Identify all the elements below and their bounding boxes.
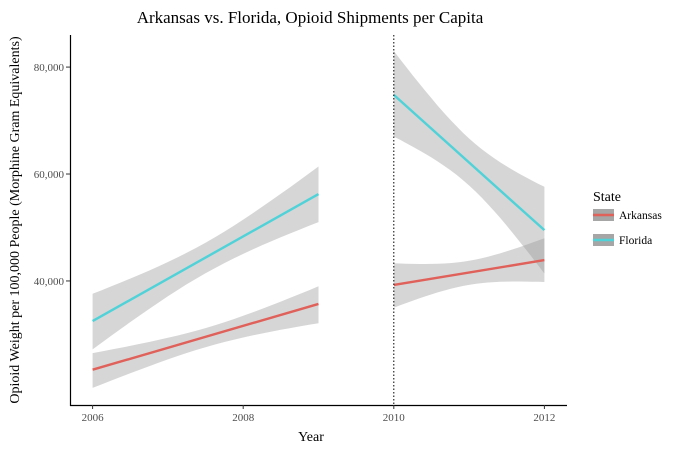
chart-title: Arkansas vs. Florida, Opioid Shipments p… — [137, 8, 484, 27]
trend-line-florida-1 — [92, 193, 320, 323]
confidence-bands — [92, 51, 545, 388]
y-ticks: 40,000 60,000 80,000 — [34, 62, 70, 288]
x-tick-label: 2008 — [232, 412, 255, 424]
y-tick-label: 60,000 — [34, 169, 65, 181]
x-tick-label: 2010 — [383, 412, 406, 424]
trend-line-arkansas-1 — [92, 302, 319, 371]
legend-title: State — [593, 190, 621, 205]
y-tick-label: 40,000 — [34, 276, 65, 288]
series-lines — [92, 93, 546, 371]
y-axis-label: Opioid Weight per 100,000 People (Morphi… — [8, 36, 23, 404]
x-tick-label: 2006 — [82, 412, 105, 424]
trend-line-florida-2 — [393, 93, 546, 232]
legend-label-florida: Florida — [619, 235, 652, 247]
trend-line-arkansas-2 — [393, 258, 545, 287]
x-axis-label: Year — [298, 430, 324, 445]
x-tick-label: 2012 — [533, 412, 555, 424]
x-ticks: 2006 2008 2010 2012 — [82, 405, 555, 424]
legend: State Arkansas Florida — [593, 190, 662, 247]
y-tick-label: 80,000 — [34, 62, 65, 74]
legend-label-arkansas: Arkansas — [619, 210, 662, 222]
